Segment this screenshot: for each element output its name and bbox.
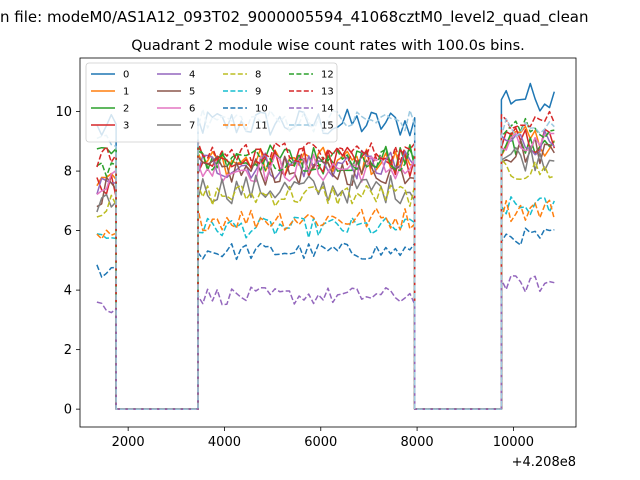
plot-frame	[79, 57, 577, 428]
legend-label: 5	[189, 87, 195, 98]
series-line-7	[96, 145, 555, 410]
series-line-8	[96, 158, 555, 410]
y-axis: 0 2 4 6 8 10	[55, 105, 80, 418]
series-line-5	[96, 137, 555, 410]
chart-title: Quadrant 2 module wise count rates with …	[131, 38, 525, 54]
legend-label: 15	[321, 121, 334, 132]
x-tick-label: 8000	[401, 435, 434, 450]
y-tick-label: 4	[64, 284, 72, 299]
legend-label: 1	[123, 87, 129, 98]
legend-label: 2	[123, 104, 129, 115]
series-line-9	[96, 196, 555, 410]
series-line-10	[96, 227, 555, 410]
legend-box	[85, 62, 338, 143]
legend-label: 11	[255, 121, 268, 132]
x-offset-label: +4.208e8	[512, 455, 576, 470]
legend-label: 3	[123, 121, 129, 132]
series-line-14	[96, 275, 555, 410]
series-line-4	[96, 130, 555, 410]
x-tick-label: 6000	[304, 435, 337, 450]
legend-label: 8	[255, 70, 261, 81]
legend-label: 10	[255, 104, 268, 115]
series-line-11	[96, 199, 556, 410]
legend-label: 0	[123, 70, 129, 81]
series-line-3	[96, 127, 556, 410]
series-line-1	[96, 125, 555, 410]
y-tick-label: 6	[64, 224, 72, 239]
legend-label: 9	[255, 87, 261, 98]
series-line-6	[96, 132, 555, 410]
x-tick-label: 10000	[493, 435, 534, 450]
legend-label: 12	[321, 70, 334, 81]
series-layer	[96, 82, 556, 410]
legend-label: 7	[189, 121, 195, 132]
legend-label: 4	[189, 70, 195, 81]
series-line-2	[96, 132, 555, 410]
y-tick-label: 8	[64, 165, 72, 180]
legend-label: 13	[321, 87, 334, 98]
x-axis: 2000 4000 6000 8000 10000	[112, 427, 534, 450]
figure-suptitle: n file: modeM0/AS1A12_093T02_9000005594_…	[0, 8, 589, 27]
x-tick-label: 2000	[112, 435, 145, 450]
y-tick-label: 0	[64, 403, 72, 418]
x-tick-label: 4000	[208, 435, 241, 450]
legend-label: 6	[189, 104, 195, 115]
legend-label: 14	[321, 104, 334, 115]
y-tick-label: 10	[55, 105, 72, 120]
series-line-15	[96, 108, 555, 410]
y-tick-label: 2	[64, 343, 72, 358]
